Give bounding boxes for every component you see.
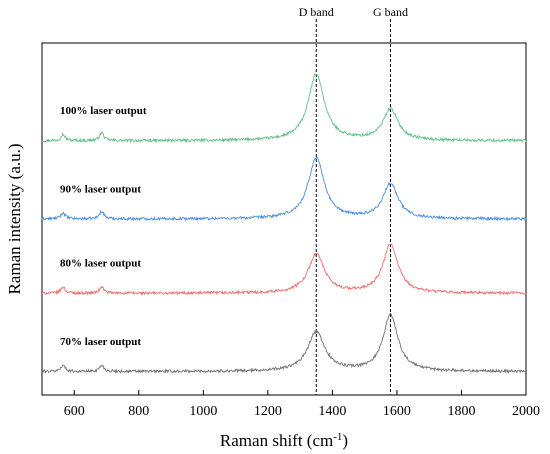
band-lines: D band G band <box>299 5 408 395</box>
x-tick-label-600: 600 <box>64 404 85 419</box>
series-label-2: 80% laser output <box>60 258 141 270</box>
series-line-1 <box>41 156 527 222</box>
x-tick-label-800: 800 <box>128 404 149 419</box>
series-label-3: 70% laser output <box>60 336 141 348</box>
x-tick-label-1200: 1200 <box>254 404 282 419</box>
x-tick-label-1400: 1400 <box>318 404 346 419</box>
x-tick-label-1000: 1000 <box>189 404 217 419</box>
x-tick-label-1600: 1600 <box>383 404 411 419</box>
x-tick-label-1800: 1800 <box>447 404 475 419</box>
series-label-0: 100% laser output <box>60 105 147 117</box>
spectra-series <box>41 73 527 375</box>
g-band-label: G band <box>373 5 408 19</box>
series-line-0 <box>41 73 527 144</box>
series-labels: 100% laser output 90% laser output 80% las… <box>60 105 147 348</box>
series-line-3 <box>41 312 527 375</box>
x-axis-title: Raman shift (cm-1) <box>220 431 348 450</box>
series-label-1: 90% laser output <box>60 183 141 195</box>
x-axis-ticks: 600 800 1000 1200 1400 1600 1800 2000 <box>64 390 540 419</box>
series-line-2 <box>41 243 527 297</box>
y-axis-title: Raman intensity (a.u.) <box>5 143 24 294</box>
x-tick-label-2000: 2000 <box>512 404 540 419</box>
d-band-label: D band <box>299 5 334 19</box>
x-axis-title-superscript: -1 <box>333 431 342 443</box>
